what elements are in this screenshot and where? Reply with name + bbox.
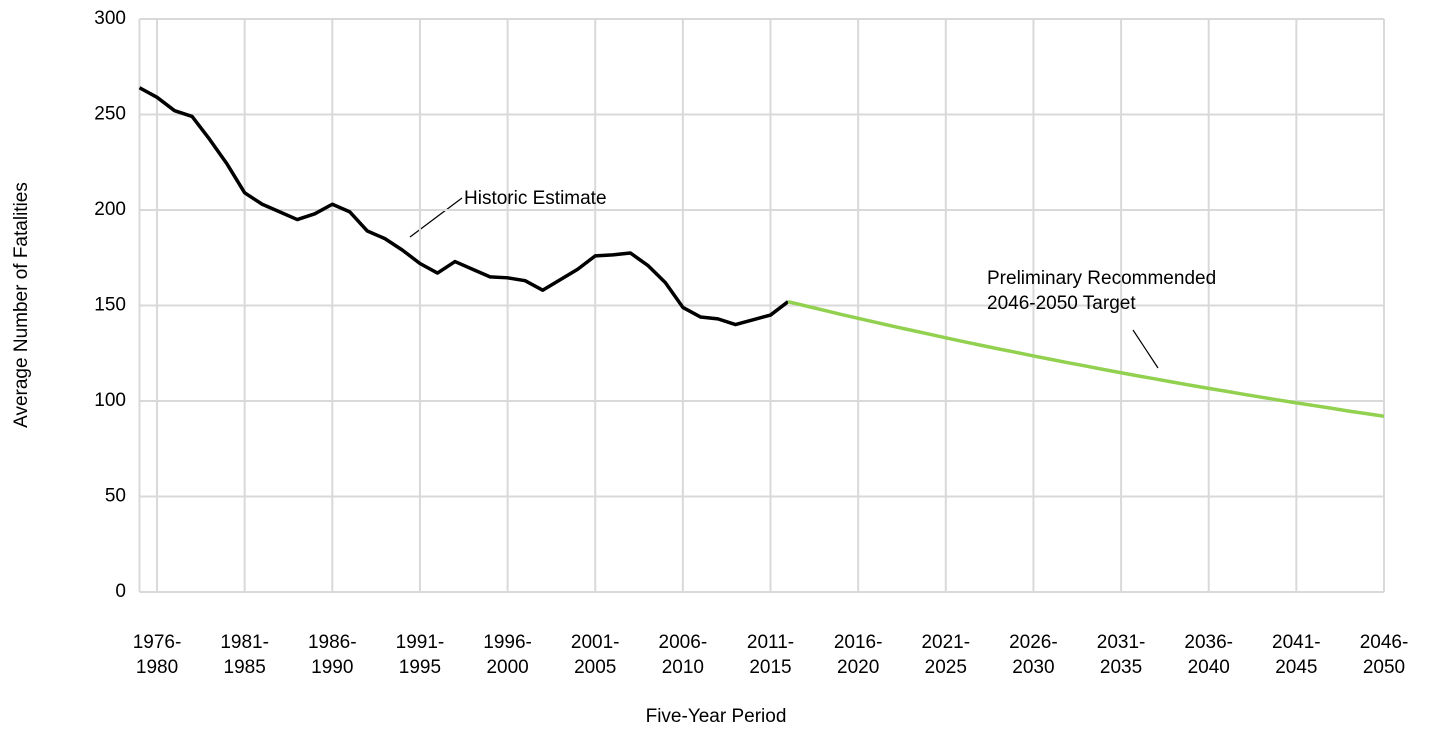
x-tick-label: 2031- 2035	[1096, 632, 1146, 678]
x-tick-label: 2006- 2010	[658, 632, 708, 678]
y-tick-label: 200	[94, 199, 126, 220]
x-tick-label: 2041- 2045	[1272, 632, 1321, 678]
y-tick-label: 100	[94, 390, 126, 411]
x-tick-label: 1991- 1995	[395, 632, 445, 678]
y-tick-label: 250	[94, 104, 126, 125]
x-tick-label: 2021- 2025	[921, 632, 971, 678]
y-tick-label: 0	[115, 581, 126, 602]
annotation-leader	[1132, 329, 1159, 369]
x-tick-label: 1976- 1980	[132, 632, 182, 678]
y-tick-label: 300	[94, 8, 126, 29]
x-tick-label: 2046- 2050	[1359, 632, 1409, 678]
x-tick-label: 1981- 1985	[220, 632, 269, 678]
y-tick-label: 150	[94, 295, 126, 316]
series-annotation: Preliminary Recommended 2046-2050 Target	[987, 268, 1217, 314]
x-tick-label: 2001- 2005	[570, 632, 620, 678]
x-tick-label: 2026- 2030	[1009, 632, 1058, 678]
annotation-leader	[409, 197, 463, 238]
y-tick-label: 50	[105, 486, 126, 507]
x-tick-label: 2011- 2015	[746, 632, 795, 678]
x-tick-label: 1986- 1990	[307, 632, 357, 678]
series-line	[138, 86, 790, 327]
series-line	[787, 299, 1385, 419]
series-annotation: Historic Estimate	[464, 188, 607, 209]
x-axis-title: Five-Year Period	[646, 706, 787, 727]
x-tick-label: 1996- 2000	[483, 632, 532, 678]
y-axis-title: Average Number of Fatalities	[11, 182, 32, 428]
x-tick-label: 2016- 2020	[833, 632, 883, 678]
x-tick-label: 2036- 2040	[1184, 632, 1233, 678]
